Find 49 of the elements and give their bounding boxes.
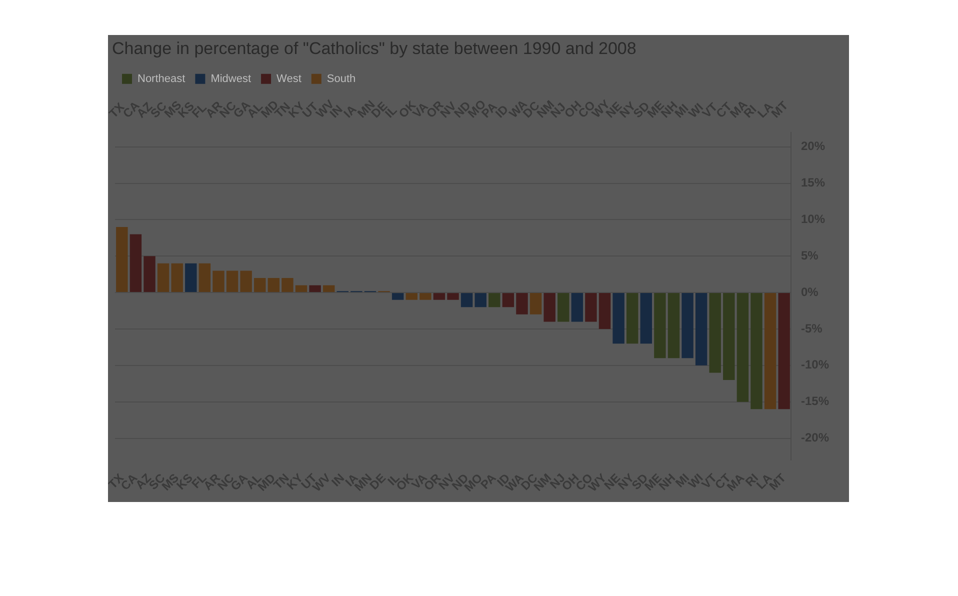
bar	[447, 293, 459, 300]
bar	[474, 293, 486, 308]
bar	[558, 293, 570, 322]
bar	[530, 293, 542, 314]
bar	[750, 293, 762, 410]
bar	[268, 278, 280, 292]
bar	[709, 293, 721, 373]
bar	[695, 293, 708, 366]
bar	[198, 263, 211, 292]
bar	[668, 293, 680, 358]
bar	[295, 285, 308, 292]
bar	[585, 293, 597, 322]
bar	[460, 293, 473, 308]
bar	[157, 263, 170, 292]
bar	[682, 293, 694, 358]
bar	[502, 293, 514, 308]
legend-label: South	[326, 72, 356, 85]
bar	[723, 293, 735, 380]
bar	[571, 293, 584, 322]
bar	[226, 270, 238, 292]
bar	[764, 293, 776, 410]
bar	[254, 278, 266, 292]
bar	[433, 293, 446, 300]
bar	[212, 270, 224, 292]
bar	[282, 278, 294, 292]
legend-label: West	[276, 72, 302, 85]
bar	[392, 293, 404, 300]
bar	[640, 293, 652, 344]
bar	[488, 293, 500, 308]
bar	[516, 293, 528, 314]
bar	[171, 263, 183, 292]
bar	[240, 270, 252, 292]
bar	[612, 293, 624, 344]
bar	[309, 285, 321, 292]
bar	[322, 285, 335, 292]
bar	[130, 234, 142, 292]
legend-label: Northeast	[138, 72, 186, 85]
bar	[736, 293, 749, 402]
legend-label: Midwest	[210, 72, 252, 85]
bar	[544, 293, 556, 322]
bar	[654, 293, 666, 358]
bar	[598, 293, 611, 329]
bar	[420, 293, 432, 300]
bar	[626, 293, 638, 344]
bar	[185, 263, 197, 292]
bar	[778, 293, 790, 410]
bar	[116, 226, 128, 292]
bar	[406, 293, 418, 300]
bar	[144, 256, 156, 292]
